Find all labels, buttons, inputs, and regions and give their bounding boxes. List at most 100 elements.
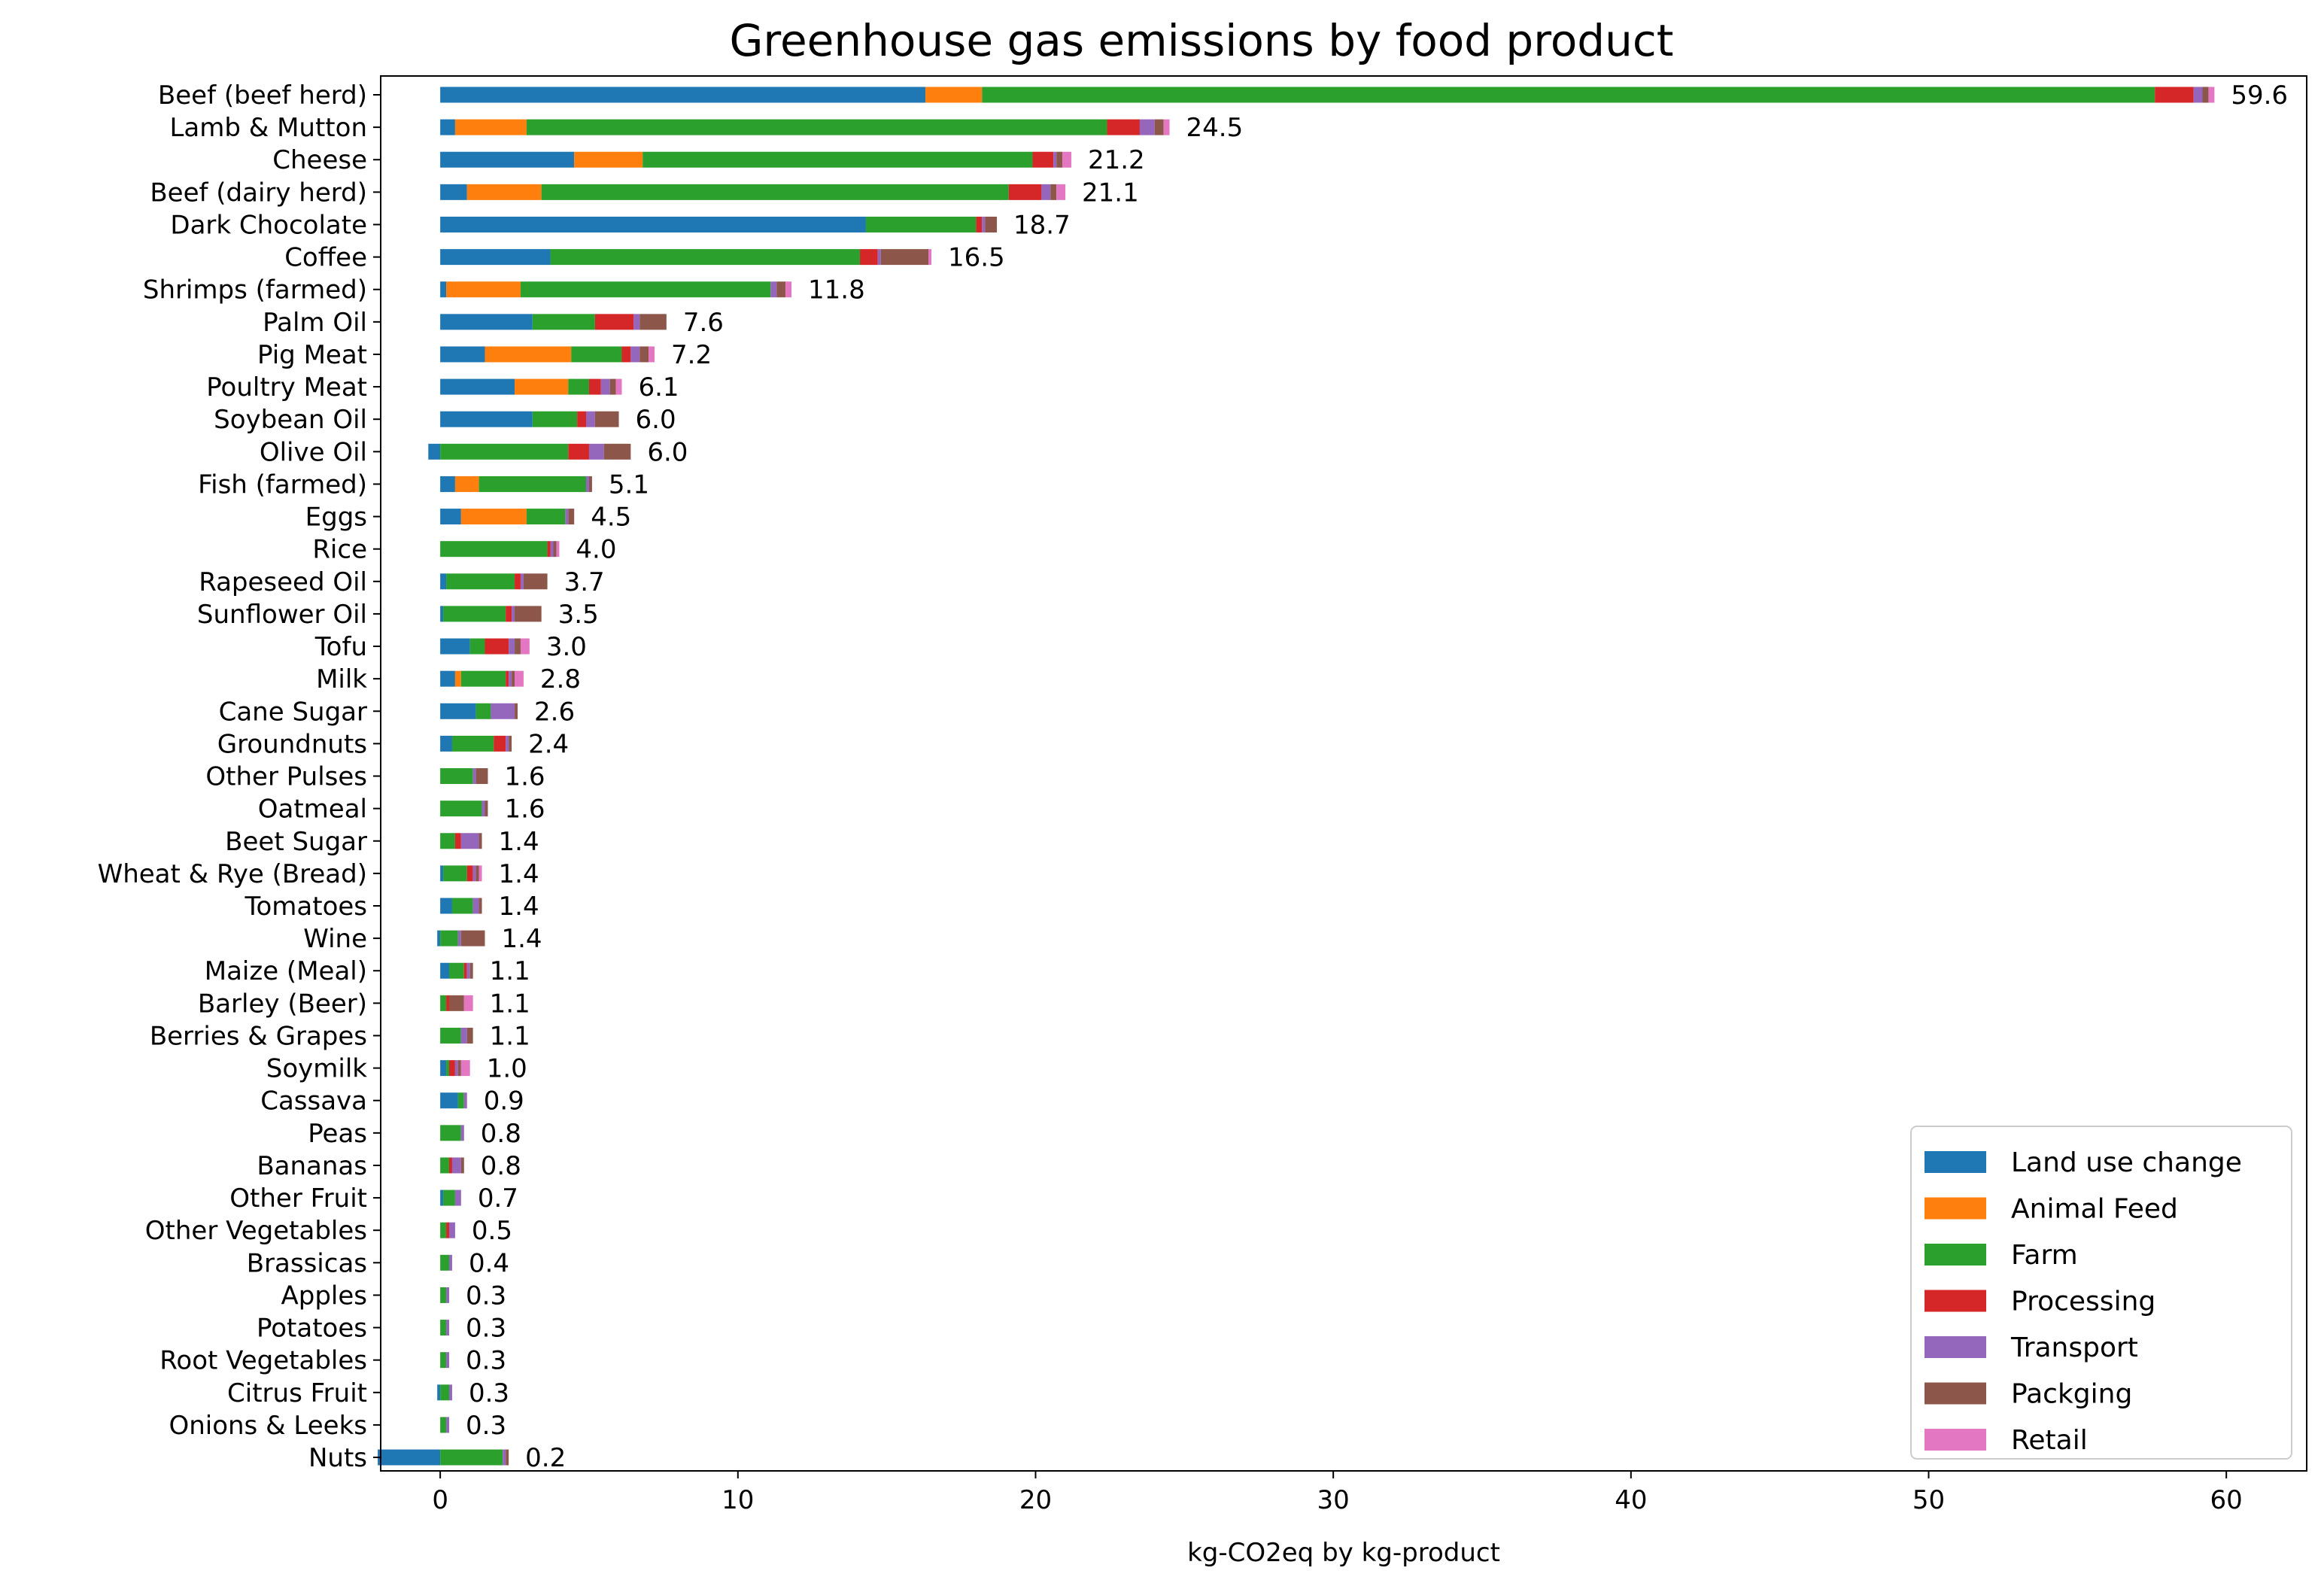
- bar-segment: [460, 833, 479, 849]
- bar-total-label: 0.7: [478, 1183, 518, 1214]
- bar-total-label: 0.3: [466, 1314, 506, 1344]
- bar-segment: [586, 411, 595, 427]
- y-tick-label: Oatmeal: [258, 795, 367, 825]
- bar-segment: [440, 1384, 449, 1401]
- y-tick-label: Citrus Fruit: [227, 1378, 367, 1408]
- bar-segment: [440, 443, 569, 460]
- bar-segment: [446, 1352, 450, 1369]
- bar-segment: [1050, 184, 1057, 200]
- bar-segment: [565, 509, 569, 525]
- bar-segment: [440, 1125, 461, 1141]
- bar-segment: [1053, 151, 1057, 168]
- bar-segment: [639, 314, 667, 330]
- bar-segment: [2155, 87, 2194, 103]
- bar-segment: [449, 995, 464, 1011]
- bar-segment: [594, 411, 619, 427]
- bar-segment: [440, 638, 470, 655]
- bar-segment: [440, 541, 548, 558]
- bar-segment: [982, 87, 2155, 103]
- bar-segment: [451, 1157, 461, 1174]
- y-tick-label: Tofu: [314, 632, 367, 662]
- bar-total-label: 1.4: [499, 827, 539, 857]
- bar-total-label: 1.4: [501, 924, 542, 954]
- bar-segment: [463, 1092, 467, 1109]
- y-tick-label: Beet Sugar: [225, 827, 367, 857]
- bar-segment: [472, 768, 476, 785]
- x-tick-label: 30: [1317, 1485, 1350, 1515]
- y-tick-label: Fish (farmed): [198, 469, 367, 500]
- bar-segment: [491, 703, 515, 719]
- bar-total-label: 4.0: [576, 535, 616, 565]
- bar-segment: [475, 865, 479, 882]
- bar-segment: [443, 1190, 455, 1206]
- bar-segment: [449, 1157, 452, 1174]
- legend-box: [1910, 1126, 2292, 1460]
- bar-segment: [515, 638, 521, 655]
- x-tick-label: 60: [2210, 1485, 2243, 1515]
- bar-segment: [586, 475, 589, 492]
- bar-total-label: 21.2: [1088, 145, 1145, 175]
- bar-segment: [547, 541, 551, 558]
- bar-segment: [1107, 119, 1140, 135]
- bar-segment: [469, 962, 473, 979]
- bar-segment: [440, 87, 926, 103]
- bar-total-label: 1.4: [499, 859, 539, 889]
- bar-segment: [440, 119, 455, 135]
- y-tick-label: Maize (Meal): [205, 956, 367, 986]
- bar-segment: [609, 378, 616, 395]
- bar-segment: [463, 995, 473, 1011]
- legend-swatch: [1925, 1429, 1986, 1451]
- bar-total-label: 1.1: [490, 956, 530, 986]
- bar-segment: [440, 703, 476, 719]
- bar-total-label: 2.6: [534, 697, 575, 727]
- bar-total-label: 5.1: [609, 469, 649, 500]
- bar-segment: [550, 249, 861, 266]
- bar-segment: [1041, 184, 1051, 200]
- legend-label: Processing: [2011, 1287, 2155, 1317]
- bars-group: [378, 87, 2215, 1466]
- bar-total-label: 0.9: [484, 1086, 524, 1117]
- legend-swatch: [1925, 1382, 1986, 1405]
- y-tick-label: Onions & Leeks: [169, 1411, 367, 1441]
- bar-segment: [460, 1027, 467, 1044]
- bar-segment: [985, 216, 998, 232]
- bar-segment: [440, 1320, 447, 1336]
- legend-swatch: [1925, 1197, 1986, 1220]
- bar-segment: [446, 281, 521, 298]
- bar-segment: [630, 346, 640, 363]
- bar-total-label: 3.7: [564, 567, 605, 597]
- bar-segment: [2208, 87, 2215, 103]
- bar-total-label: 24.5: [1186, 113, 1244, 143]
- bar-segment: [556, 541, 560, 558]
- bar-segment: [440, 151, 575, 168]
- bar-segment: [600, 378, 610, 395]
- bar-segment: [485, 801, 488, 817]
- y-tick-label: Milk: [316, 664, 367, 694]
- bar-total-label: 16.5: [948, 243, 1005, 273]
- bar-total-label: 2.8: [540, 664, 581, 694]
- y-tick-label: Tomatoes: [244, 892, 367, 922]
- bar-total-label: 0.3: [466, 1411, 506, 1441]
- bar-total-label: 0.4: [469, 1248, 509, 1278]
- bar-segment: [2202, 87, 2209, 103]
- bar-segment: [469, 638, 485, 655]
- bar-segment: [460, 509, 527, 525]
- y-tick-label: Lamb & Mutton: [169, 113, 367, 143]
- bar-total-label: 11.8: [808, 275, 865, 305]
- bar-segment: [485, 346, 572, 363]
- bar-segment: [454, 1060, 458, 1077]
- y-tick-label: Cane Sugar: [219, 697, 367, 727]
- bar-segment: [460, 1060, 470, 1077]
- bar-segment: [478, 833, 482, 849]
- bar-segment: [440, 346, 485, 363]
- bar-segment: [437, 1384, 441, 1401]
- x-tick-label: 10: [722, 1485, 754, 1515]
- y-tick-label: Other Fruit: [229, 1183, 367, 1214]
- bar-segment: [478, 898, 482, 914]
- bar-segment: [440, 1222, 447, 1238]
- bar-segment: [457, 1060, 461, 1077]
- bar-segment: [550, 541, 554, 558]
- bar-total-label: 7.6: [683, 308, 724, 338]
- bar-total-label: 18.7: [1013, 210, 1071, 240]
- bar-segment: [1163, 119, 1170, 135]
